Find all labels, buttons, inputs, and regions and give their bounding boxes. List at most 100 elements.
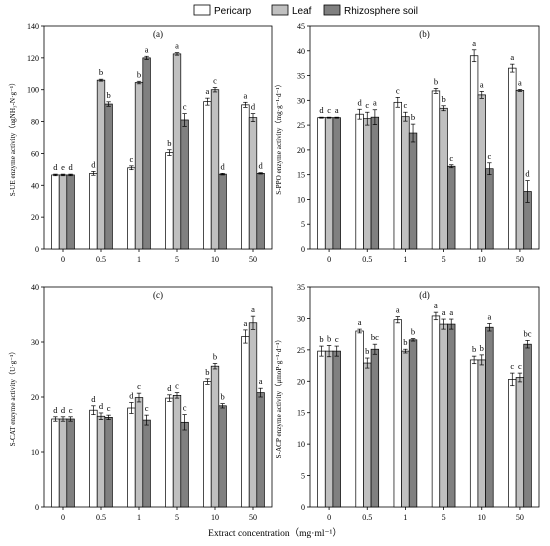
significance-label: b: [472, 344, 476, 354]
y-tick-label: 25: [297, 121, 305, 130]
bar: [317, 350, 326, 508]
legend-swatch-leaf: [271, 4, 289, 16]
bar: [408, 339, 418, 508]
y-tick-label: 40: [31, 181, 39, 190]
bar: [508, 379, 517, 508]
bar: [332, 350, 341, 508]
bar: [248, 117, 258, 250]
legend-swatch-pericarp: [193, 4, 211, 16]
bar: [401, 116, 410, 250]
bar: [469, 55, 479, 250]
bar: [218, 405, 227, 508]
bar: [165, 152, 174, 250]
significance-label: c: [487, 151, 491, 161]
significance-label: a: [259, 376, 263, 386]
x-tick-label: 1: [403, 255, 407, 264]
plot-frame: [309, 286, 540, 508]
bar: [66, 174, 75, 250]
y-tick-label: 0: [301, 503, 305, 512]
significance-label: d: [319, 105, 324, 115]
bar: [317, 117, 326, 250]
significance-label: c: [183, 403, 187, 413]
bar: [393, 101, 402, 250]
y-tick-label: 10: [297, 440, 305, 449]
x-tick-label: 0.5: [96, 513, 106, 522]
bar: [477, 94, 486, 250]
significance-label: b: [213, 351, 217, 361]
x-tick-label: 0: [61, 255, 65, 264]
bar: [58, 418, 68, 508]
bar: [241, 336, 250, 508]
significance-label: d: [129, 391, 134, 401]
y-tick-label: 20: [31, 213, 39, 222]
significance-label: b: [480, 343, 484, 353]
significance-label: b: [167, 138, 171, 148]
significance-label: b: [106, 90, 110, 100]
x-tick-label: 1: [403, 513, 407, 522]
legend-swatch-rhizosphere-soil: [323, 4, 341, 16]
y-tick-label: 100: [27, 86, 39, 95]
significance-label: d: [53, 162, 58, 172]
y-tick-label: 20: [31, 393, 39, 402]
x-tick-label: 10: [478, 255, 486, 264]
bar: [508, 67, 517, 250]
y-tick-label: 60: [31, 149, 39, 158]
bar: [256, 392, 265, 508]
bar: [363, 118, 372, 250]
significance-label: d: [251, 102, 256, 112]
legend-label-leaf: Leaf: [292, 6, 312, 17]
legend-label-pericarp: Pericarp: [214, 6, 252, 17]
y-tick-label: 15: [297, 409, 305, 418]
significance-label: c: [404, 100, 408, 110]
significance-label: d: [258, 161, 263, 171]
significance-label: bc: [371, 332, 379, 342]
significance-label: c: [69, 405, 73, 415]
y-tick-label: 40: [297, 47, 305, 56]
y-tick-label: 30: [31, 338, 39, 347]
bar: [218, 173, 227, 250]
panel-title: (a): [153, 29, 163, 39]
bar: [447, 323, 456, 508]
x-tick-label: 0: [327, 255, 331, 264]
x-tick-label: 0: [61, 513, 65, 522]
x-tick-label: 1: [137, 513, 141, 522]
y-tick-label: 10: [31, 448, 39, 457]
significance-label: c: [107, 403, 111, 413]
bar: [142, 57, 151, 250]
significance-label: c: [510, 361, 514, 371]
bar: [355, 330, 364, 508]
x-tick-label: 10: [478, 513, 486, 522]
significance-label: a: [335, 105, 339, 115]
y-tick-label: 35: [297, 283, 305, 292]
y-tick-label: 40: [31, 283, 39, 292]
significance-label: a: [480, 79, 484, 89]
bar: [51, 418, 60, 508]
significance-label: b: [99, 67, 103, 77]
significance-label: c: [327, 105, 331, 115]
x-tick-label: 50: [249, 255, 257, 264]
bar: [408, 132, 418, 250]
bar: [127, 167, 136, 250]
x-tick-label: 0: [327, 513, 331, 522]
bar: [401, 350, 410, 508]
x-tick-label: 10: [211, 255, 219, 264]
significance-label: c: [335, 334, 339, 344]
x-axis-label: Extract concentration（mg·ml⁻¹）: [208, 527, 342, 539]
bar: [515, 90, 525, 250]
significance-label: c: [449, 153, 453, 163]
significance-label: a: [472, 38, 476, 48]
significance-label: a: [175, 41, 179, 51]
x-tick-label: 50: [516, 513, 524, 522]
bar: [165, 397, 174, 508]
x-tick-label: 10: [211, 513, 219, 522]
significance-label: a: [206, 86, 210, 96]
bar: [523, 343, 532, 508]
bar: [431, 90, 441, 250]
bar: [96, 415, 106, 508]
y-tick-label: 5: [301, 472, 305, 481]
x-tick-label: 5: [175, 513, 179, 522]
y-axis-label: S-ACP enzyme activity（μmoP·g⁻¹·d⁻¹）: [275, 336, 283, 459]
